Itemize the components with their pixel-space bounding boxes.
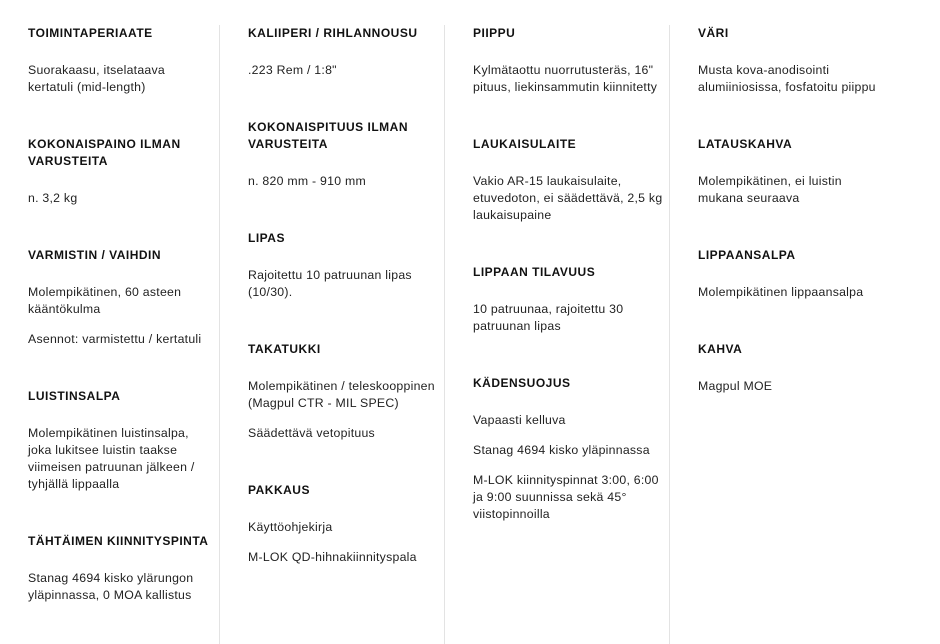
spec-heading: LIPPAANSALPA bbox=[698, 248, 796, 262]
spec-section: PAKKAUS Käyttöohjekirja M-LOK QD-hihnakiin… bbox=[248, 482, 438, 566]
spec-heading: KALIIPERI / RIHLANNOUSU bbox=[248, 26, 418, 40]
spec-heading: TOIMINTAPERIAATE bbox=[28, 26, 153, 40]
spec-value: Musta kova-anodisointi alumiiniosissa, f… bbox=[698, 63, 876, 94]
spec-value: Stanag 4694 kisko ylärungon yläpinnassa,… bbox=[28, 571, 194, 602]
spec-heading: PAKKAUS bbox=[248, 483, 310, 497]
spec-heading: VÄRI bbox=[698, 26, 729, 40]
spec-section: PIIPPU Kylmätaottu nuorrutusteräs, 16" pi… bbox=[473, 25, 663, 96]
spec-value: Suorakaasu, itselataava kertatuli (mid-l… bbox=[28, 63, 165, 94]
spec-heading: KOKONAISPAINO ILMAN VARUSTEITA bbox=[28, 137, 181, 168]
spec-section: KALIIPERI / RIHLANNOUSU .223 Rem / 1:8" bbox=[248, 25, 438, 79]
spec-value: Magpul MOE bbox=[698, 379, 773, 393]
spec-grid: TOIMINTAPERIAATE Suorakaasu, itselataava … bbox=[0, 25, 940, 644]
spec-heading: LIPAS bbox=[248, 231, 285, 245]
spec-section: KOKONAISPAINO ILMAN VARUSTEITA n. 3,2 kg bbox=[28, 136, 213, 207]
spec-column: TOIMINTAPERIAATE Suorakaasu, itselataava … bbox=[0, 25, 220, 644]
spec-section: LIPAS Rajoitettu 10 patruunan lipas (10/3… bbox=[248, 230, 438, 301]
spec-section: TOIMINTAPERIAATE Suorakaasu, itselataava … bbox=[28, 25, 213, 96]
spec-heading: LIPPAAN TILAVUUS bbox=[473, 265, 596, 279]
spec-section: TÄHTÄIMEN KIINNITYSPINTA Stanag 4694 kisk… bbox=[28, 533, 213, 604]
spec-value: n. 820 mm - 910 mm bbox=[248, 174, 366, 188]
spec-heading: KOKONAISPITUUS ILMAN VARUSTEITA bbox=[248, 120, 408, 151]
spec-heading: KAHVA bbox=[698, 342, 743, 356]
spec-section: KOKONAISPITUUS ILMAN VARUSTEITA n. 820 mm… bbox=[248, 119, 438, 190]
spec-value: Käyttöohjekirja bbox=[248, 520, 333, 534]
spec-heading: TÄHTÄIMEN KIINNITYSPINTA bbox=[28, 534, 209, 548]
spec-column: VÄRI Musta kova-anodisointi alumiiniosiss… bbox=[670, 25, 895, 644]
spec-section: VARMISTIN / VAIHDIN Molempikätinen, 60 as… bbox=[28, 247, 213, 348]
spec-value: Rajoitettu 10 patruunan lipas (10/30). bbox=[248, 268, 412, 299]
spec-section: TAKATUKKI Molempikätinen / teleskooppinen… bbox=[248, 341, 438, 442]
spec-section: KAHVA Magpul MOE bbox=[698, 341, 889, 395]
spec-heading: LATAUSKAHVA bbox=[698, 137, 793, 151]
spec-section: VÄRI Musta kova-anodisointi alumiiniosiss… bbox=[698, 25, 889, 96]
spec-value: Vakio AR-15 laukaisulaite, etuvedoton, e… bbox=[473, 174, 663, 222]
spec-section: KÄDENSUOJUS Vapaasti kelluva Stanag 4694 k… bbox=[473, 375, 663, 523]
spec-value: Stanag 4694 kisko yläpinnassa bbox=[473, 443, 650, 457]
spec-heading: LUISTINSALPA bbox=[28, 389, 121, 403]
spec-section: LIPPAAN TILAVUUS 10 patruunaa, rajoitettu… bbox=[473, 264, 663, 335]
spec-section: LATAUSKAHVA Molempikätinen, ei luistin mu… bbox=[698, 136, 889, 207]
spec-column: KALIIPERI / RIHLANNOUSU .223 Rem / 1:8" KO… bbox=[220, 25, 445, 644]
spec-heading: PIIPPU bbox=[473, 26, 516, 40]
spec-section: LUISTINSALPA Molempikätinen luistinsalpa,… bbox=[28, 388, 213, 493]
spec-value: M-LOK QD-hihnakiinnityspala bbox=[248, 550, 417, 564]
spec-value: Molempikätinen / teleskooppinen (Magpul … bbox=[248, 379, 435, 410]
spec-section: LIPPAANSALPA Molempikätinen lippaansalpa bbox=[698, 247, 889, 301]
spec-value: M-LOK kiinnityspinnat 3:00, 6:00 ja 9:00… bbox=[473, 473, 659, 521]
spec-heading: LAUKAISULAITE bbox=[473, 137, 577, 151]
spec-heading: KÄDENSUOJUS bbox=[473, 376, 571, 390]
spec-heading: TAKATUKKI bbox=[248, 342, 321, 356]
spec-column: PIIPPU Kylmätaottu nuorrutusteräs, 16" pi… bbox=[445, 25, 670, 644]
spec-value: .223 Rem / 1:8" bbox=[248, 63, 337, 77]
spec-value: Molempikätinen, 60 asteen kääntökulma bbox=[28, 285, 182, 316]
spec-value: Säädettävä vetopituus bbox=[248, 426, 375, 440]
spec-value: n. 3,2 kg bbox=[28, 191, 78, 205]
spec-section: LAUKAISULAITE Vakio AR-15 laukaisulaite, … bbox=[473, 136, 663, 224]
spec-value: Kylmätaottu nuorrutusteräs, 16" pituus, … bbox=[473, 63, 658, 94]
spec-value: Molempikätinen, ei luistin mukana seuraa… bbox=[698, 174, 842, 205]
spec-value: Molempikätinen lippaansalpa bbox=[698, 285, 864, 299]
spec-value: 10 patruunaa, rajoitettu 30 patruunan li… bbox=[473, 302, 624, 333]
spec-value: Asennot: varmistettu / kertatuli bbox=[28, 332, 202, 346]
spec-value: Vapaasti kelluva bbox=[473, 413, 566, 427]
spec-value: Molempikätinen luistinsalpa, joka lukits… bbox=[28, 426, 195, 491]
spec-heading: VARMISTIN / VAIHDIN bbox=[28, 248, 162, 262]
